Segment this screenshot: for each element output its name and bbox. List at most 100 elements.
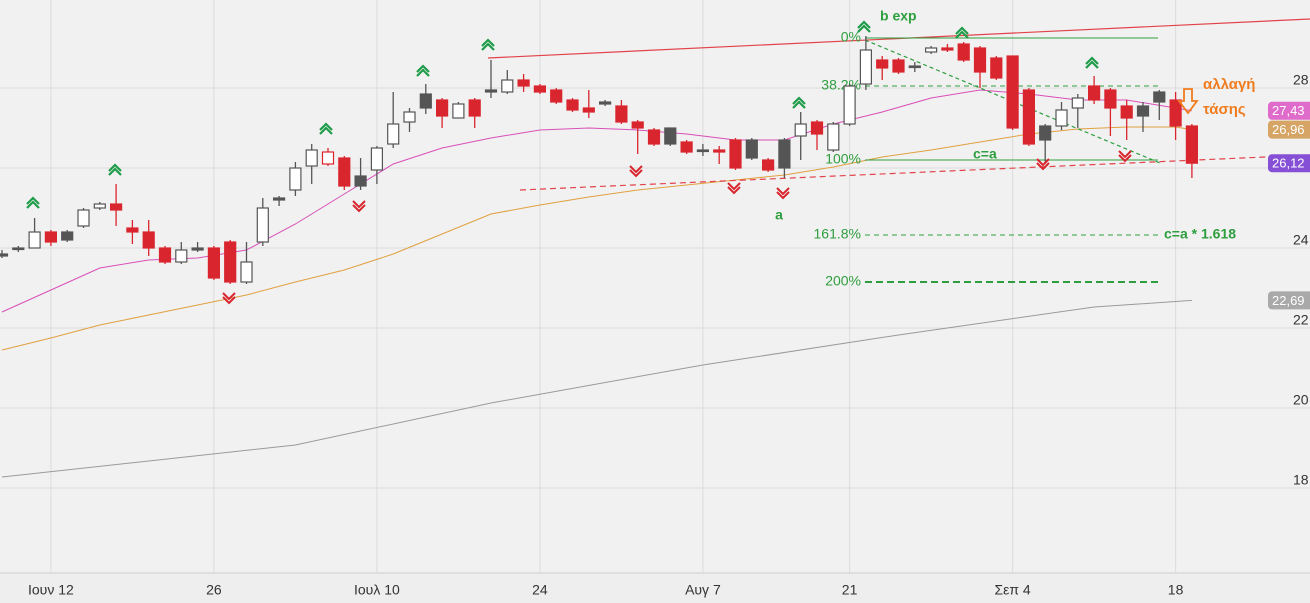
buy-signal — [108, 163, 122, 176]
candle-body — [1136, 105, 1150, 117]
candle-body — [175, 249, 188, 263]
fib-level-label: 161.8% — [814, 226, 861, 242]
candle-body — [387, 123, 400, 145]
x-tick-label: Ιουν 12 — [28, 582, 74, 598]
candle-body — [729, 139, 742, 169]
candle-body — [256, 207, 269, 243]
buy-signal — [792, 96, 806, 109]
x-tick-label: 18 — [1168, 582, 1184, 598]
y-tick-label: 20 — [1293, 392, 1309, 408]
candle-body — [44, 231, 58, 243]
candle-body — [289, 167, 302, 191]
y-tick-label: 22 — [1293, 312, 1309, 328]
candle-body — [827, 123, 840, 151]
candle-body — [1039, 125, 1052, 141]
candle-body — [1087, 85, 1101, 101]
x-tick-label: Ιουλ 10 — [354, 582, 400, 598]
buy-signal — [319, 122, 333, 135]
sell-signal — [1118, 150, 1132, 163]
sell-signal — [352, 200, 366, 213]
candle-body — [1120, 105, 1133, 119]
y-tick-label: 24 — [1293, 232, 1309, 248]
candle-body — [1071, 97, 1084, 109]
candle-body — [207, 247, 220, 279]
y-tick-label: 28 — [1293, 72, 1309, 88]
candle-body — [484, 89, 498, 93]
candle-body — [680, 141, 693, 153]
candle-body — [631, 121, 644, 129]
candle-body — [142, 231, 155, 249]
candle-body — [924, 47, 938, 53]
candle-body — [403, 111, 416, 123]
y-tick-label: 18 — [1293, 472, 1309, 488]
candle-body — [1169, 99, 1182, 127]
candle-body — [517, 79, 530, 87]
candle-body — [338, 157, 351, 187]
candle-body — [761, 159, 775, 171]
buy-signal — [416, 64, 430, 77]
price-tag-label: 22,69 — [1272, 293, 1305, 308]
candle-body — [810, 121, 824, 135]
candle-body — [0, 253, 9, 257]
annotation: a — [775, 207, 783, 223]
candle-body — [158, 247, 172, 263]
trend-line — [519, 154, 1310, 191]
candle-body — [77, 209, 90, 227]
sell-signal — [222, 292, 236, 305]
sell-signal — [776, 187, 790, 200]
moving-average-line — [1, 299, 1192, 478]
buy-signal — [1085, 56, 1099, 69]
sell-signal — [1036, 158, 1050, 171]
price-tag — [1268, 120, 1310, 139]
sell-signal — [727, 182, 741, 195]
candle-body — [1055, 109, 1068, 127]
candle-body — [468, 99, 481, 117]
price-tag — [1268, 101, 1310, 120]
annotation: c=a * 1.618 — [1164, 226, 1236, 242]
fib-level-label: 200% — [825, 273, 861, 289]
candle-body — [1022, 89, 1036, 145]
candle-body — [778, 139, 791, 169]
candle-body — [1185, 125, 1199, 164]
candle-body — [240, 261, 253, 283]
buy-signal — [26, 196, 40, 209]
trend-line — [864, 39, 1161, 164]
candle-body — [957, 43, 970, 61]
candle-body — [664, 127, 677, 145]
moving-average-line — [1, 89, 1192, 313]
candle-body — [1006, 55, 1019, 129]
candle-body — [533, 85, 547, 93]
fib-level-label: 100% — [825, 151, 861, 167]
candle-body — [859, 49, 873, 85]
plot-background — [0, 0, 1310, 573]
candle-body — [370, 147, 383, 171]
buy-signal — [955, 26, 969, 39]
annotation: b exp — [880, 8, 917, 24]
candle-body — [876, 59, 889, 69]
candle-body — [1153, 91, 1166, 103]
price-tag-label: 26,12 — [1272, 156, 1305, 171]
candle-body — [696, 149, 710, 153]
candle-body — [354, 175, 367, 187]
candle-body — [419, 93, 432, 109]
candle-body — [224, 241, 237, 283]
price-tag-label: 26,96 — [1272, 122, 1305, 137]
moving-average-line — [1, 126, 1192, 351]
trend-change-arrow — [1177, 88, 1199, 115]
candle-body — [973, 47, 987, 73]
candle-body — [566, 99, 579, 111]
x-tick-label: 26 — [206, 582, 222, 598]
buy-signal — [481, 38, 495, 51]
price-tag — [1268, 154, 1310, 173]
x-tick-label: Αυγ 7 — [685, 582, 721, 598]
candle-body — [321, 151, 335, 165]
candle-body — [1104, 89, 1117, 109]
price-tag — [1268, 291, 1310, 310]
candle-body — [598, 101, 612, 105]
candle-body — [93, 203, 106, 209]
candle-body — [582, 107, 595, 113]
candle-body — [436, 99, 449, 117]
price-tag-label: 27,43 — [1272, 103, 1305, 118]
x-axis-band — [0, 573, 1310, 603]
